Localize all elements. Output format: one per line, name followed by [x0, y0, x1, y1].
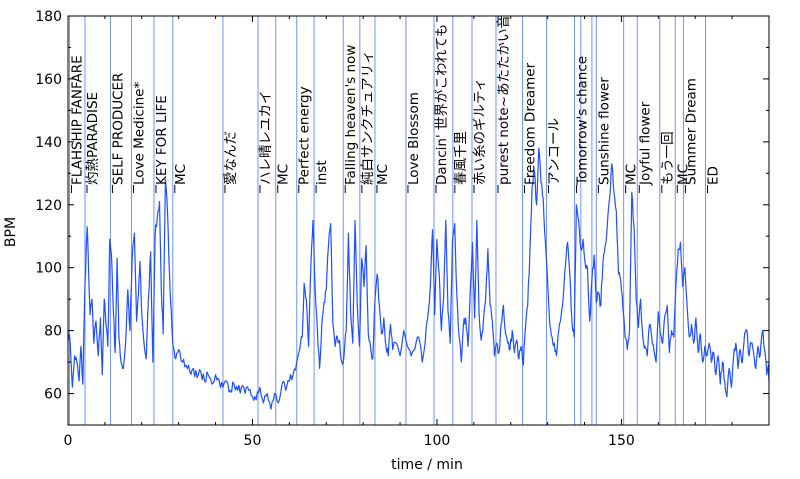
segment-label: Perfect energy	[297, 86, 313, 185]
segment-label: purest note~あたたかい音	[495, 15, 512, 185]
y-tick-label: 100	[35, 261, 62, 277]
x-axis: 0 50 100 150	[64, 16, 733, 449]
segment-label: Joyful flower	[637, 101, 653, 186]
segment-label: MC	[624, 164, 640, 185]
segment-label: 春風千里	[453, 131, 469, 185]
segment-label: 愛なんだ	[223, 131, 239, 185]
segment-labels: FLAHSHIP FANFARE 灼熱PARADISE SELF PRODUCER L…	[70, 15, 722, 186]
y-tick-label: 60	[44, 387, 62, 403]
y-axis-title: BPM	[3, 217, 19, 247]
segment-label: Summer Dream	[683, 78, 699, 185]
segment-label: アンコール	[547, 118, 563, 185]
x-tick-label: 100	[424, 433, 451, 449]
y-tick-label: 180	[35, 9, 62, 25]
segment-label-ticks	[70, 185, 709, 194]
y-tick-label: 140	[35, 135, 62, 151]
segment-label: MC	[375, 164, 391, 185]
segment-label: MC	[675, 164, 691, 185]
segment-label: 純白サンクチュアリィ	[360, 50, 376, 185]
x-tick-label: 0	[64, 433, 73, 449]
segment-label: ED	[706, 166, 722, 185]
plot-frame	[67, 15, 770, 426]
x-tick-label: 150	[608, 433, 635, 449]
segment-label: FLAHSHIP FANFARE	[70, 55, 86, 185]
y-tick-label: 80	[44, 324, 62, 340]
y-tick-label: 120	[35, 198, 62, 214]
segment-label: Sunshine flower	[596, 77, 612, 185]
segment-label: KEY FOR LIFE	[154, 95, 170, 185]
segment-label: MC	[276, 164, 292, 185]
segment-label: SELF PRODUCER	[110, 73, 126, 185]
segment-label: Freedom Dreamer	[523, 62, 539, 185]
segment-label: 灼熱PARADISE	[85, 92, 101, 185]
plot-background	[68, 16, 769, 425]
segment-label: Falling heaven's now	[343, 45, 359, 185]
y-tick-label: 160	[35, 72, 62, 88]
series-group	[67, 147, 770, 410]
x-axis-title: time / min	[391, 457, 463, 473]
segment-label: Dancin' 世界がこわれても	[434, 24, 450, 185]
segment-label: もう一回	[660, 131, 676, 185]
segment-label: ハレ晴レユカイ	[258, 91, 274, 186]
x-tick-label: 50	[244, 433, 262, 449]
segment-label: Love Blossom	[406, 92, 422, 185]
bpm-series-line	[67, 147, 770, 410]
segment-label: Love Medicine*	[132, 82, 148, 185]
segment-label: inst	[314, 160, 330, 185]
segment-label: Tomorrow's chance	[575, 56, 591, 186]
y-axis: 60 80 100 120 140 160 180	[35, 9, 769, 426]
segment-label: MC	[173, 164, 189, 185]
segment-label: 赤い糸のギルティ	[472, 78, 488, 185]
